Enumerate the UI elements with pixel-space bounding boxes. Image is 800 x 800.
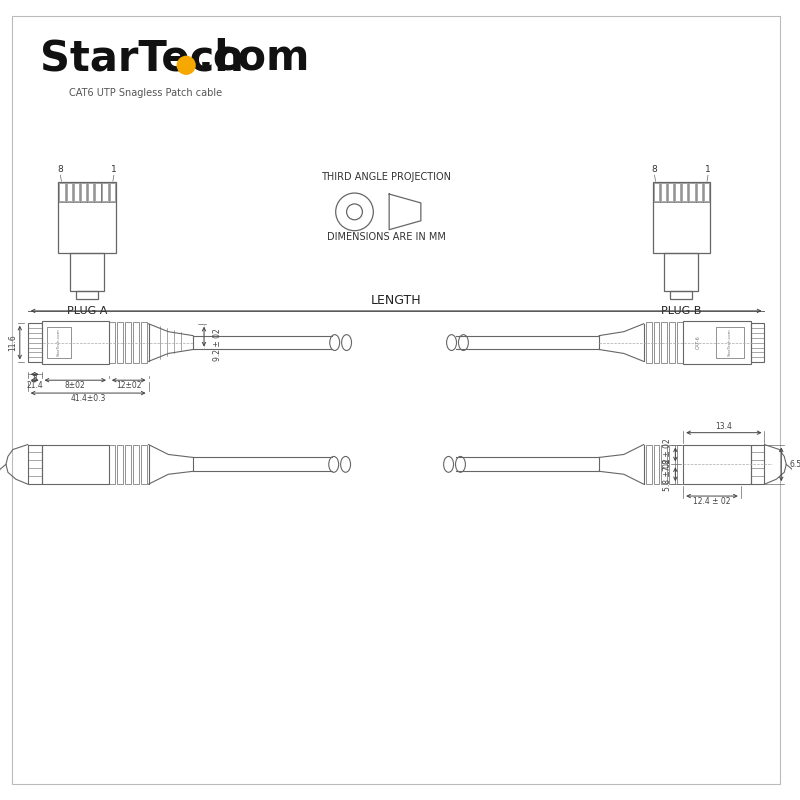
Bar [70, 254, 104, 291]
Bar [42, 445, 109, 484]
Bar [670, 445, 675, 484]
Bar [678, 445, 683, 484]
Bar [28, 322, 42, 362]
Bar [661, 183, 666, 201]
Bar [654, 183, 658, 201]
Text: 8: 8 [58, 166, 63, 174]
Text: 13.4: 13.4 [715, 422, 732, 431]
Text: 5.8 ± 02: 5.8 ± 02 [663, 458, 672, 490]
Bar [59, 183, 65, 201]
Bar [662, 445, 667, 484]
Text: PLUG A: PLUG A [67, 306, 107, 316]
Bar [654, 322, 659, 363]
Bar [682, 183, 687, 201]
Bar [704, 183, 709, 201]
Text: StarTech: StarTech [40, 38, 243, 79]
Circle shape [178, 56, 195, 74]
Text: StarTech.com: StarTech.com [57, 329, 61, 357]
Bar [678, 322, 683, 363]
Bar [646, 445, 651, 484]
Bar [95, 183, 101, 201]
Text: 1: 1 [705, 166, 711, 174]
Bar [125, 445, 130, 484]
Bar [58, 182, 116, 254]
Bar [697, 183, 702, 201]
Bar [28, 445, 42, 484]
Text: DIMENSIONS ARE IN MM: DIMENSIONS ARE IN MM [326, 232, 446, 242]
Text: 21.4: 21.4 [26, 381, 43, 390]
Bar [110, 183, 115, 201]
Bar [668, 183, 673, 201]
Bar [670, 322, 675, 363]
Bar [662, 322, 667, 363]
Text: 6.5: 6.5 [790, 460, 800, 469]
Text: 8: 8 [32, 374, 37, 382]
Bar [665, 254, 698, 291]
Text: .com: .com [198, 38, 310, 79]
Bar [66, 183, 72, 201]
Text: 9.2 ± 02: 9.2 ± 02 [214, 328, 222, 361]
Bar [141, 445, 146, 484]
Text: 12.4 ± 02: 12.4 ± 02 [694, 497, 730, 506]
Bar [88, 183, 94, 201]
Text: CAT-6: CAT-6 [696, 336, 701, 350]
Bar [670, 291, 692, 299]
Text: StarTech.com: StarTech.com [728, 329, 732, 357]
Bar [42, 321, 109, 364]
Text: THIRD ANGLE PROJECTION: THIRD ANGLE PROJECTION [321, 172, 451, 182]
Bar [653, 182, 710, 254]
Bar [133, 445, 138, 484]
Text: PLUG B: PLUG B [661, 306, 702, 316]
Bar [675, 183, 680, 201]
Bar [117, 445, 122, 484]
Bar [76, 291, 98, 299]
Text: 8: 8 [652, 166, 658, 174]
Bar [716, 326, 744, 358]
Bar [74, 183, 79, 201]
Bar [109, 445, 115, 484]
Bar [109, 322, 115, 363]
Bar [102, 183, 108, 201]
Text: 41.4±0.3: 41.4±0.3 [70, 394, 106, 402]
Bar [654, 445, 659, 484]
Bar [81, 183, 86, 201]
Bar [141, 322, 146, 363]
Bar [133, 322, 138, 363]
Bar [683, 321, 750, 364]
Text: 12±02: 12±02 [116, 381, 142, 390]
Text: 1: 1 [111, 166, 117, 174]
Bar [750, 322, 765, 362]
Bar [690, 183, 694, 201]
Bar [683, 445, 750, 484]
Bar [46, 326, 71, 358]
Text: 7.8 ± 02: 7.8 ± 02 [663, 438, 672, 471]
Text: 11.6: 11.6 [8, 334, 18, 351]
Bar [646, 322, 651, 363]
Bar [125, 322, 130, 363]
Bar [117, 322, 122, 363]
Text: LENGTH: LENGTH [370, 294, 422, 307]
Text: 8±02: 8±02 [65, 381, 86, 390]
Bar [750, 445, 765, 484]
Text: CAT6 UTP Snagless Patch cable: CAT6 UTP Snagless Patch cable [70, 88, 222, 98]
